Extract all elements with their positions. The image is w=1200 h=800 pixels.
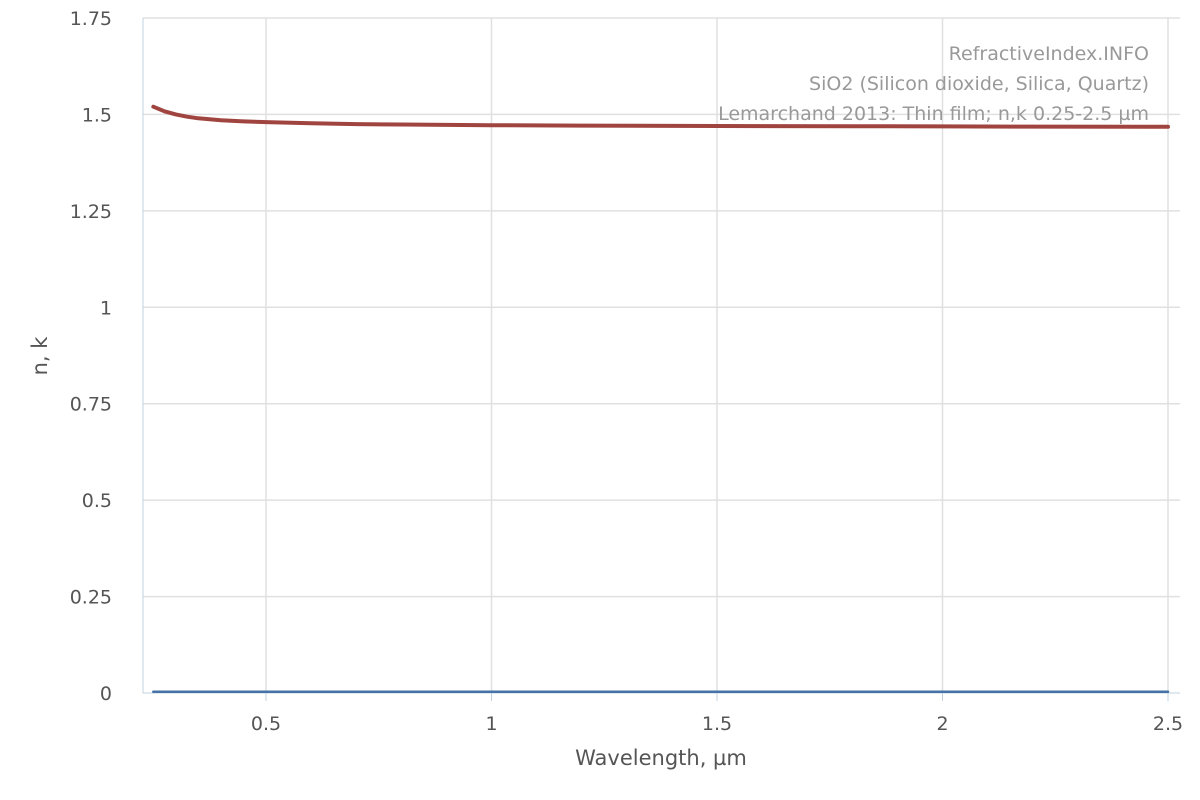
x-tick-label: 1 xyxy=(485,713,497,735)
x-tick-label: 0.5 xyxy=(251,713,281,735)
y-tick-label: 0.75 xyxy=(70,394,112,416)
x-tick-label: 2 xyxy=(936,713,948,735)
grid xyxy=(143,17,1180,701)
annotation-material: SiO2 (Silicon dioxide, Silica, Quartz) xyxy=(809,73,1149,95)
y-tick-label: 1.25 xyxy=(70,201,112,223)
y-tick-label: 0.5 xyxy=(82,490,112,512)
annotations: RefractiveIndex.INFO SiO2 (Silicon dioxi… xyxy=(718,43,1149,125)
y-tick-labels: 0 0.25 0.5 0.75 1 1.25 1.5 1.75 xyxy=(70,8,112,705)
x-axis-title: Wavelength, µm xyxy=(575,746,747,770)
y-tick-label: 0.25 xyxy=(70,587,112,609)
y-tick-label: 1.75 xyxy=(70,8,112,30)
y-tick-label: 1.5 xyxy=(82,104,112,126)
annotation-source: RefractiveIndex.INFO xyxy=(949,43,1149,65)
series-group xyxy=(151,104,1170,694)
y-tick-label: 1 xyxy=(100,297,112,319)
series-line-n xyxy=(151,104,1170,129)
annotation-dataset: Lemarchand 2013: Thin film; n,k 0.25-2.5… xyxy=(718,103,1149,125)
x-tick-labels: 0.5 1 1.5 2 2.5 xyxy=(251,713,1183,735)
y-axis-title: n, k xyxy=(28,336,52,376)
y-tick-label: 0 xyxy=(100,683,112,705)
x-tick-label: 2.5 xyxy=(1153,713,1183,735)
x-tick-label: 1.5 xyxy=(702,713,732,735)
